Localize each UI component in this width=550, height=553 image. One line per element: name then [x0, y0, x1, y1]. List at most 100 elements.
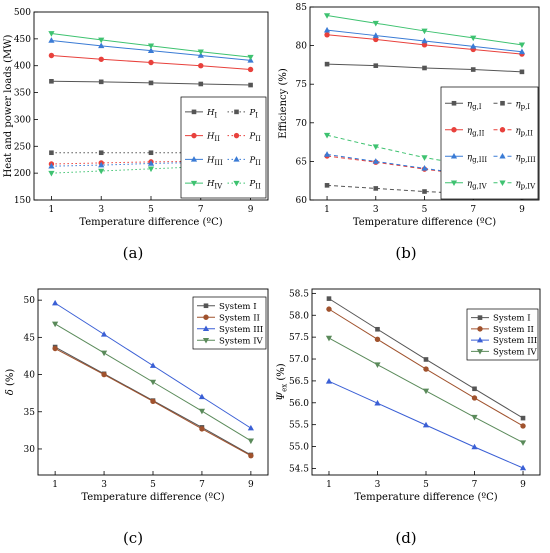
data-point [372, 32, 379, 38]
legend-frame [440, 86, 539, 200]
data-point [48, 37, 55, 43]
y-tick-label: 70 [296, 119, 308, 129]
legend-label: System III [219, 325, 263, 335]
data-point [100, 331, 108, 337]
legend-label: System IV [493, 347, 538, 357]
y-tick-label: 56.0 [289, 399, 309, 409]
legend-marker [450, 180, 458, 187]
legend-marker [202, 337, 210, 344]
x-tick-label: 5 [150, 480, 156, 490]
series-7 [323, 13, 526, 49]
data-point [518, 42, 526, 49]
x-tick-label: 7 [199, 480, 205, 490]
data-point [98, 42, 105, 49]
legend-marker [499, 127, 506, 133]
legend-item: PI [227, 108, 258, 119]
data-point [421, 42, 428, 48]
data-point [472, 386, 477, 392]
legend-marker [190, 180, 198, 187]
y-axis-label: Heat and power loads (MW) [3, 34, 14, 177]
legend-item: ηp,IV [493, 179, 536, 190]
legend-marker [203, 314, 209, 320]
data-point [198, 408, 206, 415]
x-axis-label: Temperature difference (ºC) [79, 217, 222, 228]
legend-marker [191, 109, 197, 115]
data-point [372, 158, 379, 164]
chart-panel-1: 1 3 5 7 9 150 200 250 300 350 400 450 500 Temperature… [3, 8, 269, 262]
data-point [519, 464, 527, 471]
series-2 [52, 345, 254, 459]
series-1 [324, 61, 525, 75]
data-point [422, 65, 427, 71]
data-point [520, 415, 526, 421]
data-point [518, 48, 526, 55]
legend-item: System I [197, 302, 257, 312]
series-3 [324, 32, 525, 57]
series-line [51, 160, 251, 167]
data-point [199, 426, 205, 432]
data-point [148, 59, 154, 66]
series-line [51, 159, 251, 165]
y-tick-label: 55.5 [289, 421, 309, 431]
y-axis-label: Efficiency (%) [278, 68, 289, 139]
subfigure-label: (d) [395, 529, 416, 547]
data-point [247, 66, 254, 73]
data-point [423, 366, 429, 372]
series-7 [48, 31, 254, 61]
y-tick-label: 150 [14, 196, 31, 206]
data-point [48, 162, 55, 169]
legend-marker [499, 152, 506, 159]
data-point [373, 36, 379, 43]
data-point [147, 43, 155, 50]
series-line [51, 164, 251, 174]
x-tick-label: 7 [472, 480, 478, 490]
series-1 [326, 296, 526, 421]
x-tick-label: 9 [248, 480, 254, 490]
legend-label: System IV [219, 336, 264, 346]
legend-label: HIII [206, 155, 223, 167]
legend-label: System III [493, 336, 537, 346]
subfigure-label: (a) [123, 244, 144, 262]
y-tick-label: 300 [14, 115, 31, 125]
x-tick-label: 9 [519, 205, 525, 215]
x-tick-label: 1 [49, 205, 55, 215]
x-axis-label: Temperature difference (ºC) [81, 492, 224, 503]
legend-item: ηg,III [445, 152, 487, 164]
x-tick-label: 3 [101, 480, 107, 490]
series-1 [49, 78, 253, 88]
y-tick-label: 58.0 [289, 311, 309, 321]
legend-item: PII [227, 155, 261, 167]
legend-item: HI [185, 108, 217, 119]
data-point [48, 52, 55, 59]
legend-marker [202, 325, 210, 332]
legend-label: ηp,I [516, 99, 531, 111]
legend-marker [234, 109, 239, 115]
chart-panel-4: 1 3 5 7 9 54.5 55.0 55.5 56.0 56.5 57.0 57.5 58.0 58.… [276, 288, 541, 547]
legend-item: PII [227, 179, 261, 191]
legend-label: ηp,III [516, 152, 536, 164]
legend-item: ηp,II [493, 126, 534, 138]
legend-label: ηg,II [467, 126, 485, 138]
chart-panel-2: 1 3 5 7 9 60 65 70 75 80 85 Temperature difference … [278, 3, 540, 262]
legend-label: ηg,III [467, 152, 487, 164]
y-axis-label: Ψex (%) [276, 363, 289, 400]
data-point [421, 28, 428, 35]
legend-marker [500, 100, 505, 106]
data-point [98, 150, 104, 156]
data-point [48, 170, 55, 177]
legend-marker [476, 336, 484, 343]
series-5 [48, 37, 254, 63]
data-point [326, 306, 332, 312]
data-point [470, 43, 477, 49]
data-point [198, 393, 206, 400]
x-tick-label: 5 [422, 205, 428, 215]
x-tick-label: 3 [98, 205, 104, 215]
legend-marker [190, 156, 198, 162]
data-point [52, 321, 59, 328]
legend-marker [233, 156, 240, 162]
series-3 [48, 52, 254, 73]
data-point [520, 423, 526, 429]
legend-label: ηp,II [516, 126, 534, 138]
data-point [98, 161, 105, 168]
